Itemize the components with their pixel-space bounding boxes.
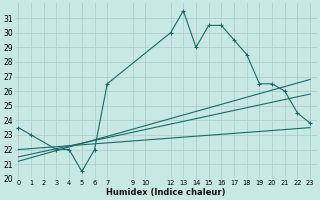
X-axis label: Humidex (Indice chaleur): Humidex (Indice chaleur) bbox=[106, 188, 225, 197]
